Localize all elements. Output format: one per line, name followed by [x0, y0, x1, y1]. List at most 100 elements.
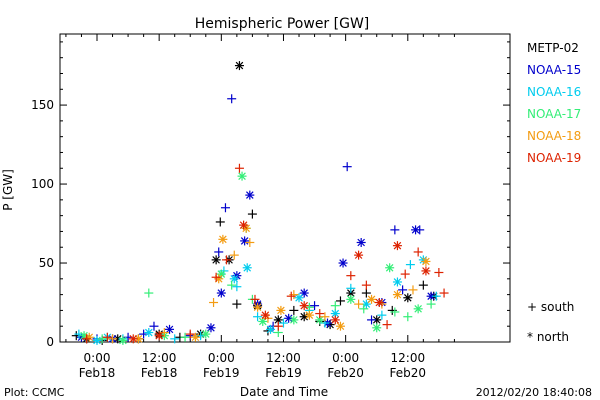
data-point — [237, 171, 247, 181]
marker-stroke — [212, 256, 220, 264]
marker-stroke — [393, 290, 402, 299]
data-point — [289, 315, 299, 325]
y-tick-label: 0 — [46, 335, 54, 349]
marker-stroke — [347, 289, 355, 297]
data-point — [390, 307, 400, 317]
data-point — [144, 288, 154, 298]
marker-stroke — [347, 295, 355, 304]
marker-stroke — [372, 323, 381, 332]
x-tick-time: 0:00 — [208, 351, 235, 365]
x-axis: 0:00Feb1812:00Feb180:00Feb1912:00Feb190:… — [65, 34, 455, 380]
data-point — [346, 271, 356, 281]
data-point — [382, 320, 392, 330]
data-point — [356, 237, 366, 247]
data-point — [229, 250, 239, 260]
data-point — [354, 250, 364, 260]
data-point — [278, 318, 288, 328]
data-point — [92, 335, 102, 345]
data-point — [320, 312, 330, 322]
data-point — [144, 328, 154, 338]
plot-timestamp: 2012/02/20 18:40:08 — [476, 386, 592, 399]
legend-entry: METP-02 — [527, 41, 579, 55]
marker-stroke — [404, 293, 412, 302]
x-tick-time: 0:00 — [332, 351, 359, 365]
data-point — [108, 334, 118, 344]
legend-entry: NOAA-16 — [527, 85, 581, 99]
marker-stroke — [243, 263, 252, 272]
marker-stroke — [354, 251, 363, 259]
data-point — [377, 310, 387, 320]
data-point — [390, 225, 400, 235]
marker-stroke — [336, 322, 345, 331]
marker-stroke — [93, 336, 101, 345]
marker-stroke — [305, 311, 314, 319]
data-point — [408, 285, 418, 295]
data-point — [102, 332, 112, 342]
marker-stroke — [207, 323, 215, 332]
data-point — [276, 305, 286, 315]
data-point — [418, 280, 428, 290]
marker-legend: + south * north — [527, 300, 574, 344]
marker-stroke — [240, 237, 249, 245]
data-point — [209, 298, 219, 308]
marker-stroke — [300, 312, 308, 321]
data-point — [392, 277, 402, 287]
data-point — [97, 334, 107, 344]
data-point — [250, 294, 260, 304]
marker-stroke — [427, 292, 435, 300]
data-point — [284, 313, 294, 323]
data-point — [82, 334, 92, 344]
marker-stroke — [201, 330, 210, 338]
x-tick-date: Feb20 — [390, 366, 427, 380]
marker-stroke — [253, 303, 262, 312]
data-point — [245, 237, 255, 247]
data-point — [403, 293, 413, 303]
data-point — [304, 310, 314, 320]
marker-stroke — [165, 325, 174, 334]
data-point — [374, 298, 384, 308]
data-point — [415, 225, 425, 235]
marker-legend-entry: * north — [527, 330, 569, 344]
marker-stroke — [277, 306, 285, 315]
x-tick-date: Feb20 — [327, 366, 364, 380]
marker-stroke — [331, 316, 340, 324]
marker-stroke — [393, 241, 402, 250]
marker-stroke — [367, 295, 376, 304]
data-point — [392, 241, 402, 251]
data-point — [170, 334, 180, 344]
data-point — [234, 61, 244, 71]
marker-stroke — [295, 293, 303, 302]
data-point — [215, 217, 225, 227]
data-point — [206, 323, 216, 333]
marker-stroke — [375, 298, 384, 307]
data-point — [421, 256, 431, 266]
data-point — [315, 309, 325, 319]
marker-stroke — [422, 257, 430, 266]
marker-stroke — [290, 316, 298, 324]
x-tick-date: Feb19 — [203, 366, 240, 380]
data-point — [216, 288, 226, 298]
x-tick-date: Feb18 — [141, 366, 178, 380]
data-point — [242, 263, 252, 273]
legend-entry: NOAA-18 — [527, 129, 581, 143]
data-point — [234, 163, 244, 173]
data-point — [253, 302, 263, 312]
marker-stroke — [129, 335, 138, 343]
legend-entry: NOAA-17 — [527, 107, 581, 121]
marker-stroke — [235, 61, 244, 70]
marker-stroke — [145, 328, 153, 337]
data-point — [185, 329, 195, 339]
legend: METP-02 NOAA-15 NOAA-16 NOAA-17 NOAA-18 NOAA-… — [527, 41, 581, 165]
data-points — [71, 61, 449, 345]
data-point — [342, 162, 352, 172]
marker-stroke — [191, 333, 200, 342]
data-point — [227, 280, 237, 290]
data-point — [273, 321, 283, 331]
legend-entry: NOAA-15 — [527, 63, 581, 77]
marker-stroke — [300, 301, 308, 310]
data-point — [413, 304, 423, 314]
data-point — [367, 294, 377, 304]
data-point — [211, 255, 221, 265]
data-point — [253, 312, 263, 322]
